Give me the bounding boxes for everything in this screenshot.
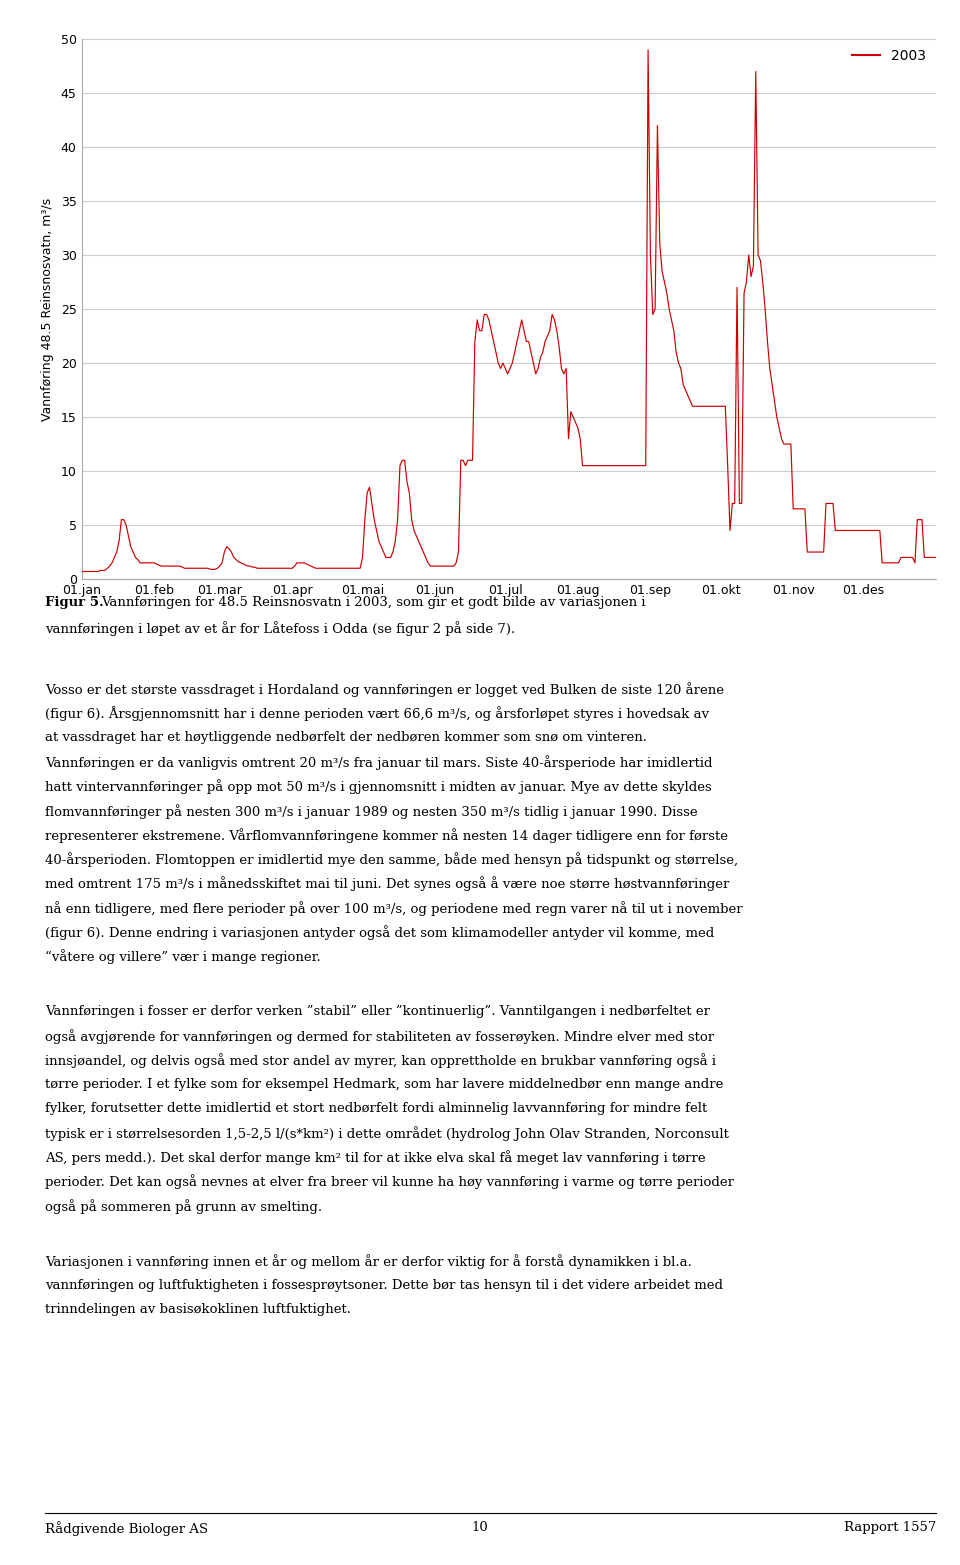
Text: “våtere og villere” vær i mange regioner.: “våtere og villere” vær i mange regioner…: [45, 948, 321, 964]
Text: AS, pers medd.). Det skal derfor mange km² til for at ikke elva skal få meget la: AS, pers medd.). Det skal derfor mange k…: [45, 1150, 706, 1166]
Text: vannføringen i løpet av et år for Låtefoss i Odda (se figur 2 på side 7).: vannføringen i løpet av et år for Låtefo…: [45, 621, 516, 637]
Y-axis label: Vannføring 48.5 Reinsnosvatn, m³/s: Vannføring 48.5 Reinsnosvatn, m³/s: [40, 197, 54, 421]
Text: vannføringen og luftfuktigheten i fossesprøytsoner. Dette bør tas hensyn til i d: vannføringen og luftfuktigheten i fosses…: [45, 1279, 723, 1291]
Text: tørre perioder. I et fylke som for eksempel Hedmark, som har lavere middelnedbør: tørre perioder. I et fylke som for eksem…: [45, 1078, 724, 1091]
Text: med omtrent 175 m³/s i månedsskiftet mai til juni. Det synes også å være noe stø: med omtrent 175 m³/s i månedsskiftet mai…: [45, 876, 730, 892]
Text: Rapport 1557: Rapport 1557: [844, 1521, 936, 1534]
Text: Figur 5.: Figur 5.: [45, 596, 104, 609]
Text: Rådgivende Biologer AS: Rådgivende Biologer AS: [45, 1521, 208, 1537]
Text: hatt vintervannføringer på opp mot 50 m³/s i gjennomsnitt i midten av januar. My: hatt vintervannføringer på opp mot 50 m³…: [45, 779, 712, 795]
Text: også på sommeren på grunn av smelting.: også på sommeren på grunn av smelting.: [45, 1199, 323, 1214]
Text: Vannføringen i fosser er derfor verken ”stabil” eller ”kontinuerlig”. Vanntilgan: Vannføringen i fosser er derfor verken ”…: [45, 1005, 710, 1017]
Legend: 2003: 2003: [847, 44, 932, 69]
Text: Vannføringen er da vanligvis omtrent 20 m³/s fra januar til mars. Siste 40-årspe: Vannføringen er da vanligvis omtrent 20 …: [45, 756, 712, 770]
Text: 40-årsperioden. Flomtoppen er imidlertid mye den samme, både med hensyn på tidsp: 40-årsperioden. Flomtoppen er imidlertid…: [45, 851, 738, 867]
Text: (​figur 6​). Denne endring i variasjonen antyder også det som klimamodeller anty: (​figur 6​). Denne endring i variasjonen…: [45, 925, 714, 941]
Text: trinndelingen av basisøkoklinen luftfuktighet.: trinndelingen av basisøkoklinen luftfukt…: [45, 1302, 351, 1316]
Text: representerer ekstremene. Vårflomvannføringene kommer nå nesten 14 dager tidlige: representerer ekstremene. Vårflomvannfør…: [45, 828, 728, 844]
Text: at vassdraget har et høytliggende nedbørfelt der nedbøren kommer som snø om vint: at vassdraget har et høytliggende nedbør…: [45, 731, 647, 743]
Text: (​figur 6​). Årsgjennomsnitt har i denne perioden vært 66,6 m³/s, og årsforløpet: (​figur 6​). Årsgjennomsnitt har i denne…: [45, 707, 709, 721]
Text: innsjøandel, og delvis også med stor andel av myrer, kan opprettholde en brukbar: innsjøandel, og delvis også med stor and…: [45, 1053, 716, 1069]
Text: perioder. Det kan også nevnes at elver fra breer vil kunne ha høy vannføring i v: perioder. Det kan også nevnes at elver f…: [45, 1174, 734, 1189]
Text: også avgjørende for vannføringen og dermed for stabiliteten av fosserøyken. Mind: også avgjørende for vannføringen og derm…: [45, 1030, 714, 1044]
Text: nå enn tidligere, med flere perioder på over 100 m³/s, og periodene med regn var: nå enn tidligere, med flere perioder på …: [45, 901, 743, 916]
Text: fylker, forutsetter dette imidlertid et stort nedbørfelt fordi alminnelig lavvan: fylker, forutsetter dette imidlertid et …: [45, 1102, 708, 1114]
Text: Vannføringen for 48.5 Reinsnosvatn i 2003, som gir et godt bilde av variasjonen : Vannføringen for 48.5 Reinsnosvatn i 200…: [101, 596, 645, 609]
Text: Vosso er det største vassdraget i Hordaland og vannføringen er logget ved Bulken: Vosso er det største vassdraget i Hordal…: [45, 682, 724, 698]
Text: Variasjonen i vannføring innen et år og mellom år er derfor viktig for å forstå : Variasjonen i vannføring innen et år og …: [45, 1255, 692, 1269]
Text: typisk er i størrelsesorden 1,5-2,5 l/(s*km²) i dette området (hydrolog John Ola: typisk er i størrelsesorden 1,5-2,5 l/(s…: [45, 1127, 729, 1141]
Text: flomvannføringer på nesten 300 m³/s i januar 1989 og nesten 350 m³/s tidlig i ja: flomvannføringer på nesten 300 m³/s i ja…: [45, 804, 698, 818]
Text: 10: 10: [471, 1521, 489, 1534]
